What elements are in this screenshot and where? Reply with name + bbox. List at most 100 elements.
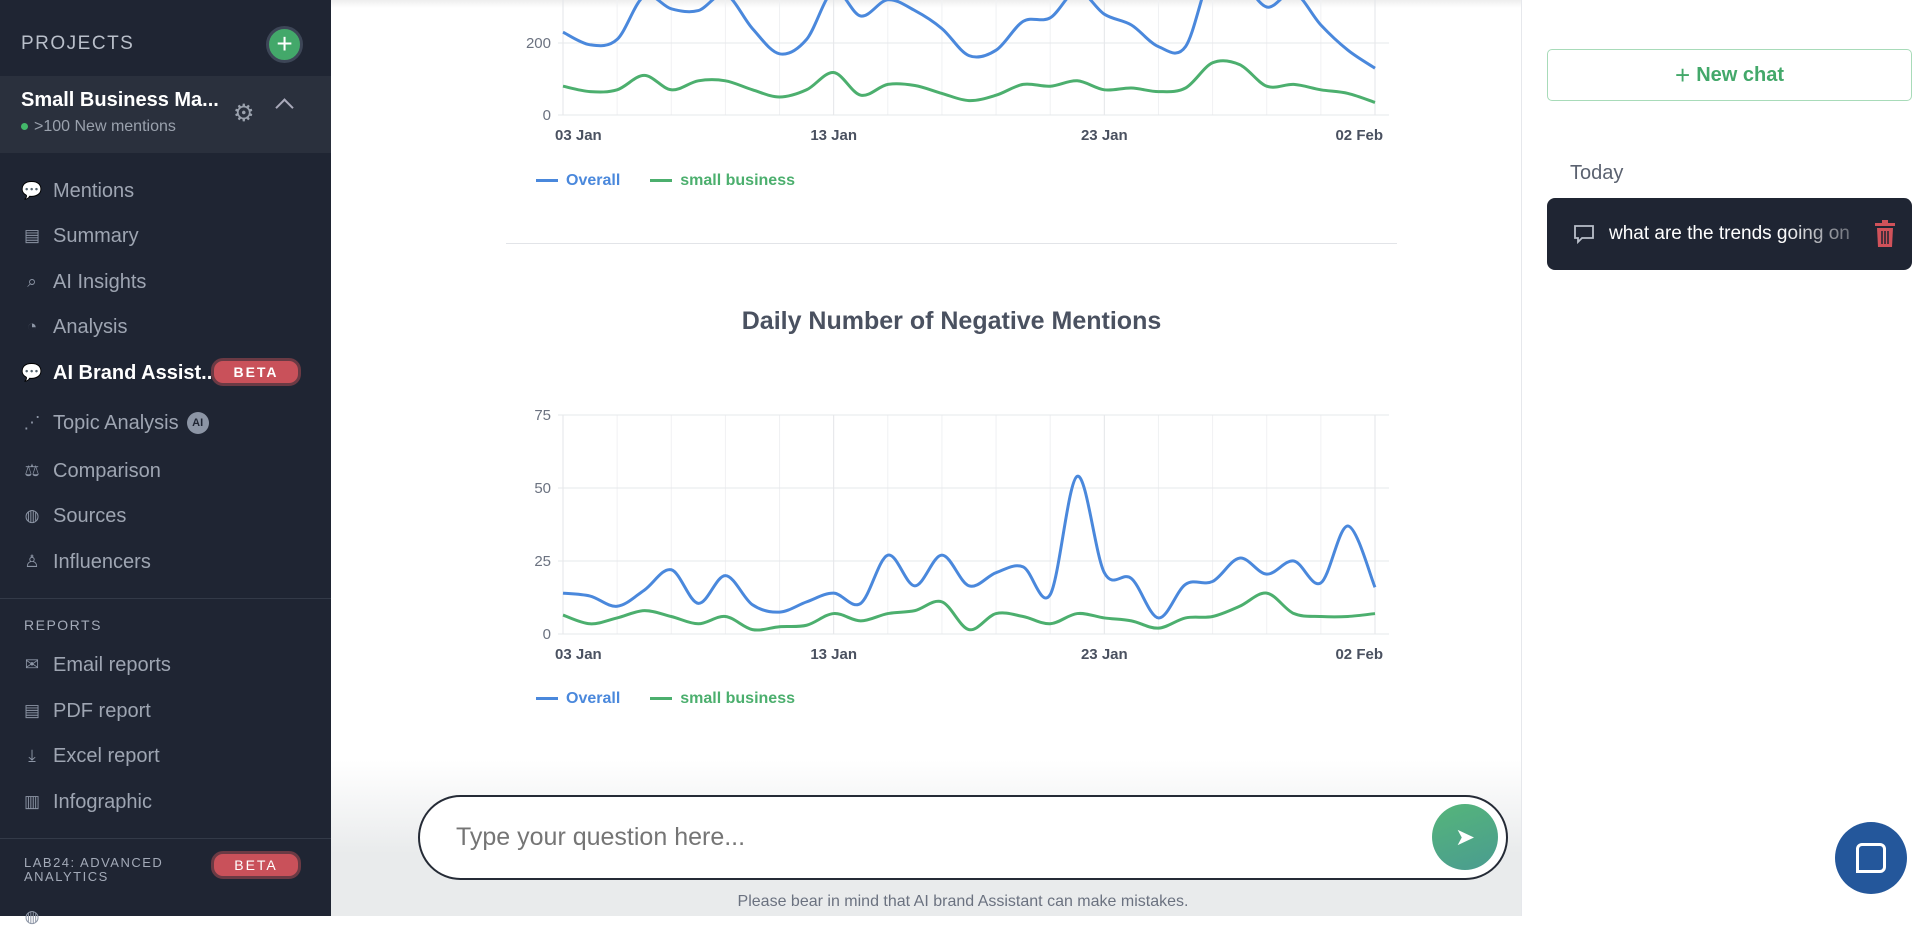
chart-divider (506, 243, 1397, 244)
sidebar-item-label: Comparison (53, 459, 161, 482)
add-project-button[interactable]: + (266, 26, 303, 63)
chart-title: Daily Number of Negative Mentions (741, 307, 1162, 335)
sidebar-item-analysis[interactable]: ◔ Analysis (21, 310, 128, 344)
sidebar-item-excel-report[interactable]: ⤓ Excel report (21, 739, 159, 773)
legend-swatch (536, 179, 558, 183)
sidebar-item-mentions[interactable]: 💬 Mentions (21, 174, 134, 208)
series-line-small-business (562, 59, 1376, 104)
send-button[interactable]: ➤ (1432, 804, 1498, 870)
project-selector[interactable] (0, 76, 331, 153)
legend-item[interactable]: small business (650, 172, 795, 190)
support-chat-button[interactable] (1835, 822, 1907, 894)
sidebar-item-email-reports[interactable]: ✉ Email reports (21, 648, 171, 682)
divider (0, 598, 331, 599)
beta-badge: BETA (211, 358, 301, 386)
y-tick-label: 200 (526, 35, 551, 52)
chart-legend: Overall small business (536, 690, 795, 708)
sidebar-item-label: Mentions (53, 179, 135, 202)
legend-swatch (650, 697, 673, 701)
comment-icon: 💬 (21, 181, 43, 200)
x-tick-label: 23 Jan (1081, 127, 1128, 144)
globe-icon: ◍ (24, 907, 40, 926)
legend-item[interactable]: Overall (536, 172, 620, 190)
legend-label: Overall (566, 690, 621, 707)
series-line-Overall (562, 474, 1377, 620)
sidebar-item-infographic[interactable]: ▥ Infographic (21, 785, 152, 819)
sidebar-item-influencers[interactable]: ♙ Influencers (21, 545, 150, 579)
sidebar-item-partial[interactable]: ◍ (21, 900, 53, 934)
chat-history-item[interactable]: what are the trends going on (1547, 198, 1912, 270)
y-tick-label: 25 (534, 553, 551, 570)
download-file-icon: ⤓ (28, 746, 36, 765)
legend-item[interactable]: small business (650, 690, 795, 708)
sidebar: PROJECTS + Small Business Ma... >100 New… (0, 0, 331, 926)
new-chat-label: New chat (1696, 63, 1784, 86)
search-chart-icon: ⌕ (27, 272, 37, 291)
scale-icon: ⚖ (24, 461, 40, 480)
legend-label: small business (680, 172, 795, 189)
x-tick-label: 13 Jan (810, 127, 857, 144)
document-icon: ▤ (23, 226, 41, 245)
sidebar-item-label: PDF report (53, 699, 151, 722)
y-tick-label: 0 (543, 107, 551, 124)
ai-badge: AI (186, 412, 209, 434)
series-line-Overall (562, 0, 1376, 70)
chat-history-panel: + New chat Today what are the trends goin… (1521, 0, 1920, 916)
sidebar-item-label: AI Brand Assist... (53, 361, 218, 384)
overall-mentions-chart: 0 200 03 Jan 13 Jan 23 Jan 02 Feb (526, 0, 1389, 144)
question-input[interactable] (418, 795, 1508, 880)
sidebar-item-label: AI Insights (53, 270, 147, 293)
y-tick-label: 0 (543, 626, 551, 643)
legend-item[interactable]: Overall (536, 690, 620, 708)
sidebar-item-label: Summary (53, 224, 139, 247)
sidebar-item-label: Email reports (53, 653, 171, 676)
comment-icon: 💬 (21, 363, 43, 382)
gear-icon[interactable]: ⚙ (233, 100, 255, 127)
legend-swatch (650, 179, 673, 183)
sidebar-item-pdf-report[interactable]: ▤ PDF report (21, 694, 151, 728)
sidebar-item-ai-insights[interactable]: ⌕ AI Insights (21, 265, 146, 299)
envelope-icon: ✉ (24, 655, 40, 674)
x-tick-label: 13 Jan (810, 646, 857, 663)
new-chat-button[interactable]: + New chat (1547, 49, 1912, 101)
sidebar-item-label: Topic Analysis (53, 411, 179, 434)
status-dot (21, 123, 28, 131)
disclaimer: Please bear in mind that AI brand Assist… (737, 893, 1189, 910)
projects-heading: PROJECTS (21, 33, 135, 54)
today-heading: Today (1570, 162, 1624, 184)
legend-label: Overall (566, 172, 621, 189)
sidebar-item-ai-brand-assist[interactable]: 💬 AI Brand Assist... BETA (21, 356, 301, 390)
lab-heading: LAB24: ADVANCED ANALYTICS (24, 855, 164, 884)
x-tick-label: 23 Jan (1081, 646, 1128, 663)
legend-swatch (536, 697, 558, 701)
legend-label: small business (680, 690, 795, 707)
chat-bubble-icon (1574, 225, 1594, 245)
pdf-icon: ▤ (23, 701, 41, 720)
y-tick-label: 75 (534, 407, 551, 424)
trash-icon[interactable] (1874, 220, 1896, 248)
project-name: Small Business Ma... (21, 89, 219, 111)
beta-badge: BETA (211, 851, 301, 879)
globe-icon: ◍ (24, 506, 40, 525)
paper-plane-icon: ➤ (1454, 823, 1476, 851)
y-tick-label: 50 (534, 480, 551, 497)
pie-chart-icon: ◔ (26, 317, 38, 336)
x-tick-label: 02 Feb (1335, 127, 1383, 144)
reports-heading: REPORTS (24, 617, 102, 633)
series-line-small-business (562, 591, 1376, 632)
x-tick-label: 03 Jan (555, 646, 602, 663)
sidebar-item-sources[interactable]: ◍ Sources (21, 499, 127, 533)
sidebar-item-label: Analysis (53, 315, 128, 338)
status-text: >100 New mentions (34, 118, 176, 135)
sidebar-item-comparison[interactable]: ⚖ Comparison (21, 454, 161, 488)
sidebar-item-summary[interactable]: ▤ Summary (21, 219, 139, 253)
plus-icon: + (1675, 59, 1691, 90)
sidebar-item-label: Infographic (53, 790, 152, 813)
chart-legend: Overall small business (536, 172, 795, 190)
sidebar-item-topic-analysis[interactable]: ⋰ Topic Analysis AI (21, 406, 209, 440)
chart-file-icon: ▥ (23, 792, 41, 811)
scatter-chart-icon: ⋰ (23, 413, 41, 432)
negative-mentions-chart: 0 25 50 75 03 Jan 13 Jan 23 Jan 02 Feb (534, 407, 1389, 663)
divider (0, 838, 331, 839)
chat-title: what are the trends going on (1609, 223, 1850, 244)
